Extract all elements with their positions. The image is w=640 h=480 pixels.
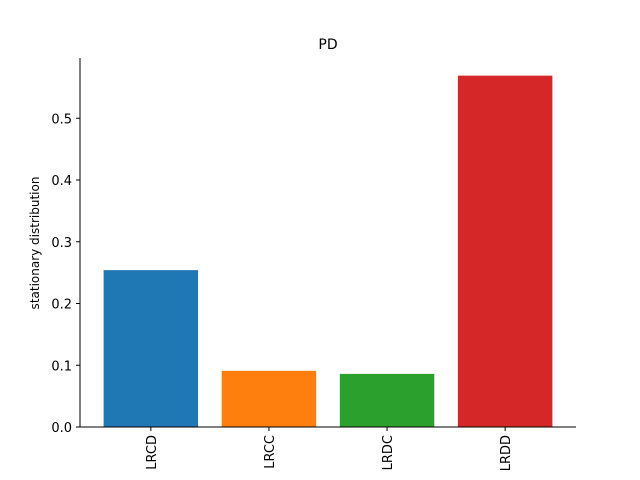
x-ticks-group: LRCD LRCC LRDC LRDD xyxy=(145,427,514,471)
y-tick-label: 0.5 xyxy=(51,112,72,127)
x-tick-label: LRCD xyxy=(145,435,160,470)
y-tick-label: 0.1 xyxy=(51,359,72,374)
y-ticks-group: 0.0 0.1 0.2 0.3 0.4 0.5 xyxy=(51,112,80,436)
y-tick-label: 0.2 xyxy=(51,298,72,313)
y-axis-label: stationary distribution xyxy=(28,177,42,310)
bar-lrcd xyxy=(103,270,199,427)
bar-lrcc xyxy=(221,370,317,427)
y-tick-label: 0.0 xyxy=(51,421,72,436)
x-tick-label: LRDC xyxy=(381,435,396,470)
bar-lrdd xyxy=(457,75,553,427)
chart-title: PD xyxy=(318,37,337,53)
x-tick-label: LRCC xyxy=(263,435,278,469)
y-tick-label: 0.3 xyxy=(51,236,72,251)
y-tick-label: 0.4 xyxy=(51,174,72,189)
bars-group xyxy=(103,75,553,427)
bar-lrdc xyxy=(339,373,435,427)
x-tick-label: LRDD xyxy=(499,435,514,471)
